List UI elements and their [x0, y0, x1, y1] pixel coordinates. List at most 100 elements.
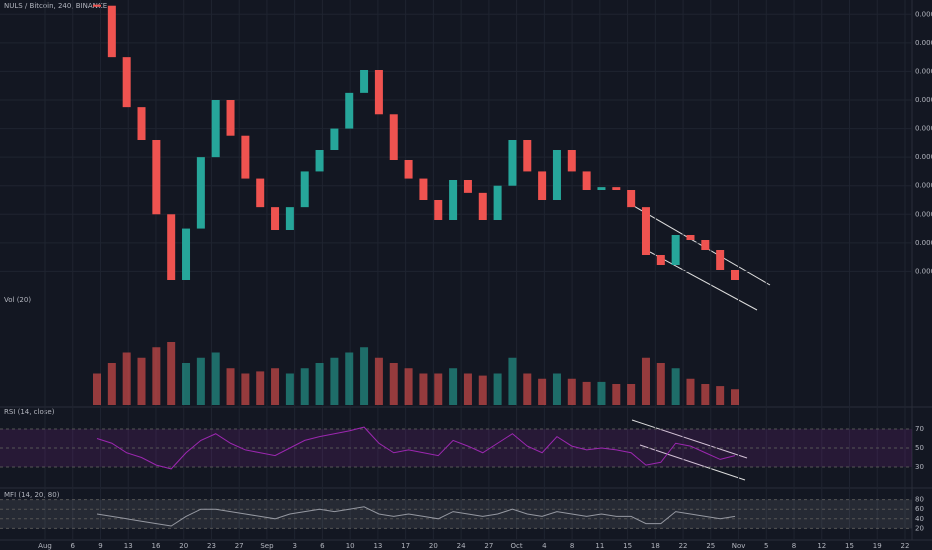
candle: [107, 5, 116, 58]
volume-bar: [271, 368, 280, 405]
y-tick-label: 0.000042: [915, 96, 932, 104]
mfi-label: MFI (14, 20, 80): [4, 491, 60, 499]
candle: [463, 180, 472, 193]
volume-bar: [493, 373, 502, 405]
x-tick-label: 9: [98, 542, 102, 550]
candle: [285, 207, 294, 230]
candle: [152, 140, 161, 215]
y-tick-label: 70: [915, 425, 924, 433]
x-tick-label: 3: [292, 542, 296, 550]
volume-bar: [419, 373, 428, 405]
x-tick-label: 13: [373, 542, 382, 550]
x-tick-label: 13: [124, 542, 133, 550]
candle: [434, 200, 443, 220]
trend-line: [649, 251, 758, 311]
volume-bar: [315, 363, 324, 405]
x-tick-label: 19: [873, 542, 882, 550]
x-tick-label: 15: [623, 542, 632, 550]
x-tick-label: Sep: [260, 542, 274, 550]
candle: [686, 235, 695, 240]
candle: [582, 171, 591, 190]
volume-bar: [93, 373, 101, 405]
y-tick-label: 20: [915, 524, 924, 532]
volume-bar: [641, 357, 650, 405]
candle: [716, 250, 725, 270]
x-tick-label: Nov: [732, 542, 746, 550]
candle: [419, 178, 428, 200]
y-tick-label: 50: [915, 444, 924, 452]
volume-bar: [463, 373, 472, 405]
trend-line: [631, 419, 748, 459]
y-tick-label: 0.000034: [915, 210, 932, 218]
x-tick-label: 22: [901, 542, 910, 550]
volume-bar: [612, 384, 621, 405]
y-tick-label: 0.000048: [915, 10, 932, 18]
volume-bar: [434, 373, 443, 405]
candle: [567, 150, 576, 172]
volume-bar: [196, 357, 205, 405]
candle: [508, 140, 517, 186]
volume-bar: [582, 381, 591, 405]
candle: [552, 150, 561, 200]
volume-bar: [449, 368, 458, 405]
volume-bar: [656, 363, 665, 405]
x-tick-label: 27: [235, 542, 244, 550]
volume-bar: [152, 347, 161, 405]
candle: [523, 140, 532, 172]
candle: [196, 157, 205, 229]
candle: [300, 171, 309, 208]
x-tick-label: 11: [595, 542, 604, 550]
x-tick-label: Aug: [38, 542, 52, 550]
volume-bar: [701, 384, 710, 405]
trend-line: [639, 444, 746, 481]
volume-bar: [671, 368, 680, 405]
y-tick-label: 60: [915, 505, 924, 513]
volume-bar: [285, 373, 294, 405]
volume-bar: [508, 357, 517, 405]
x-tick-label: 15: [845, 542, 854, 550]
volume-bar: [360, 347, 369, 405]
candle: [612, 187, 621, 190]
chart-title: NULS / Bitcoin, 240, BINANCE: [4, 2, 107, 10]
volume-bar: [716, 386, 725, 405]
x-tick-label: 22: [679, 542, 688, 550]
candle: [597, 187, 606, 190]
mfi-band: [0, 499, 912, 529]
volume-bar: [122, 352, 131, 405]
volume-bar: [597, 381, 606, 405]
x-tick-label: 17: [401, 542, 410, 550]
volume-bar: [538, 378, 547, 405]
volume-bar: [567, 378, 576, 405]
volume-bar: [137, 357, 146, 405]
volume-bar: [226, 368, 235, 405]
volume-bar: [107, 363, 116, 405]
y-tick-label: 0.000030: [915, 267, 932, 275]
candle: [360, 70, 369, 93]
volume-bar: [256, 371, 265, 405]
volume-bar: [627, 384, 636, 405]
y-tick-label: 0.000040: [915, 125, 932, 133]
rsi-line: [96, 426, 736, 470]
volume-bar: [211, 352, 220, 405]
candle: [449, 180, 458, 220]
y-tick-label: 0.000036: [915, 182, 932, 190]
y-tick-label: 40: [915, 515, 924, 523]
volume-bar: [404, 368, 413, 405]
x-tick-label: 24: [457, 542, 466, 550]
candle: [641, 207, 650, 255]
candle: [374, 70, 383, 115]
volume-bar: [552, 373, 561, 405]
volume-bar: [330, 357, 339, 405]
candle: [93, 4, 101, 7]
candle: [137, 107, 146, 140]
candle: [627, 190, 636, 208]
x-tick-label: 27: [484, 542, 493, 550]
candle: [478, 192, 487, 220]
candle: [256, 178, 265, 208]
candle: [404, 160, 413, 179]
x-tick-label: 8: [792, 542, 796, 550]
x-tick-label: Oct: [511, 542, 523, 550]
candle: [241, 135, 250, 179]
volume-bar: [167, 342, 176, 405]
x-tick-label: 12: [817, 542, 826, 550]
